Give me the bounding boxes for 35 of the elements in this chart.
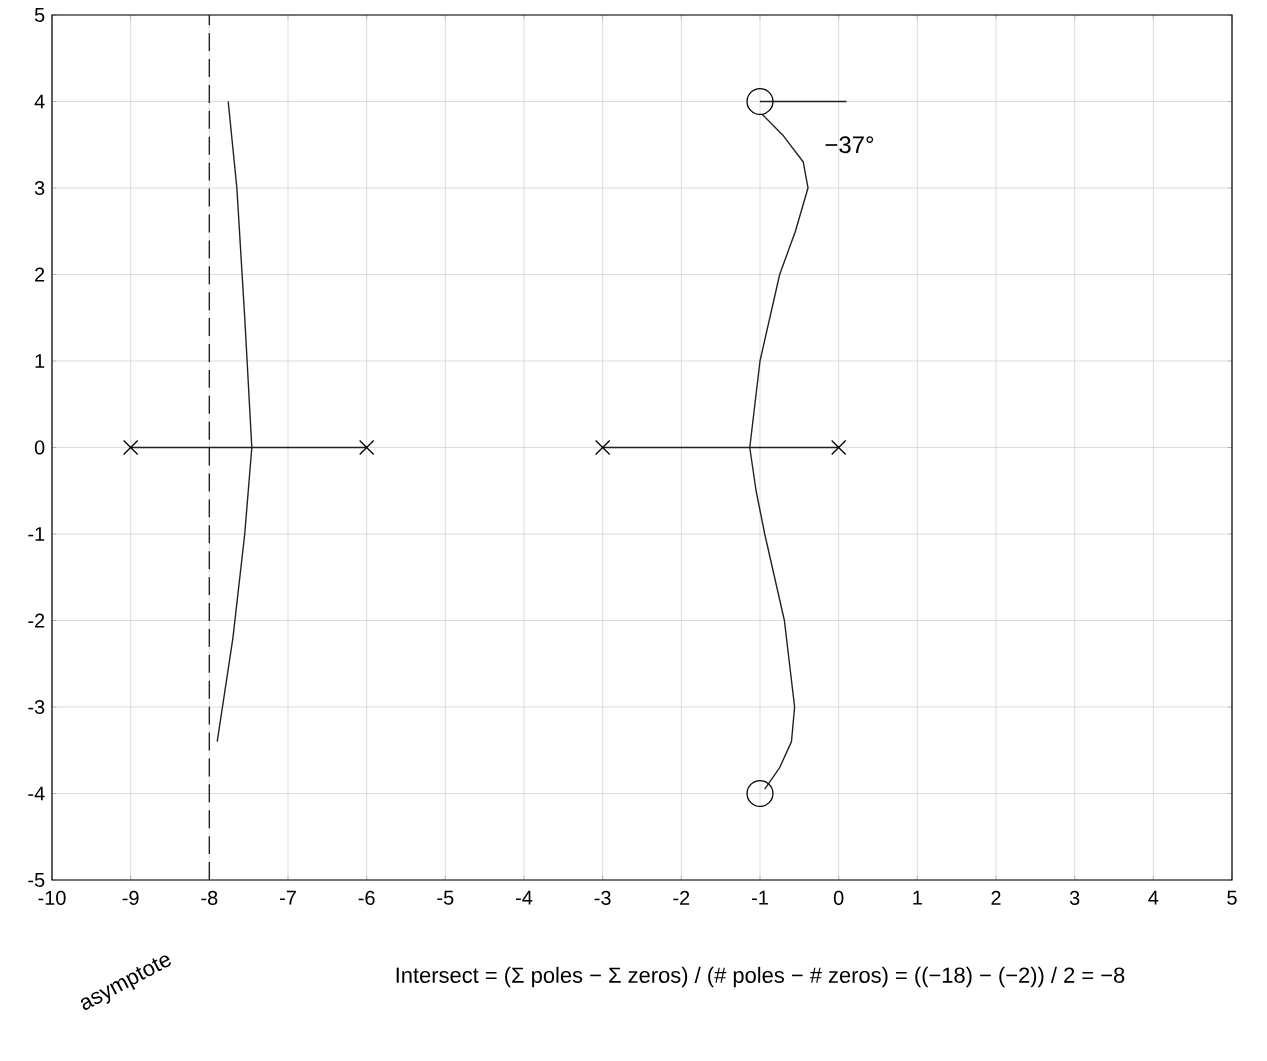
- x-tick-label: -2: [673, 890, 690, 905]
- point: [746, 779, 774, 808]
- x-tick-label: -6: [358, 890, 375, 905]
- y-tick-label: 5: [34, 8, 45, 22]
- x-tick-label: -1: [752, 890, 768, 905]
- y-tick-label: -3: [28, 699, 45, 715]
- x-tick-label: 5: [1227, 890, 1237, 905]
- y-tick-label: 2: [35, 267, 45, 282]
- y-tick-label: 0: [34, 440, 45, 455]
- x-tick-label: 0: [833, 890, 844, 905]
- x-tick-label: -7: [280, 890, 296, 905]
- y-tick-label: -5: [28, 873, 45, 887]
- y-tick-label: 1: [35, 354, 45, 368]
- y-tick-label: -4: [28, 786, 45, 801]
- x-tick-label: -5: [437, 890, 454, 905]
- point: [830, 439, 847, 456]
- y-tick-label: -2: [28, 613, 45, 628]
- x-tick-label: -10: [38, 890, 66, 905]
- y-tick-label: 3: [34, 180, 45, 196]
- x-tick-label: 3: [1069, 890, 1080, 905]
- x-tick-label: 2: [991, 890, 1001, 905]
- annotation: −37°: [825, 136, 874, 154]
- text: Intersect = (Σ poles − Σ zeros) / (# poles − # zeros) = ((−18) − (−2)) / 2 = −8: [396, 966, 1125, 988]
- y-tick-label: -1: [28, 527, 45, 541]
- x-tick-label: -9: [122, 890, 139, 905]
- point: [746, 87, 774, 116]
- point: [358, 439, 375, 456]
- x-tick-label: 4: [1148, 890, 1159, 905]
- point: [122, 439, 139, 456]
- x-tick-label: -8: [201, 890, 218, 905]
- x-tick-label: 1: [913, 890, 922, 905]
- x-tick-label: -4: [516, 890, 533, 905]
- x-tick-label: -3: [594, 890, 611, 905]
- point: [594, 439, 611, 456]
- y-tick-label: 4: [34, 94, 45, 109]
